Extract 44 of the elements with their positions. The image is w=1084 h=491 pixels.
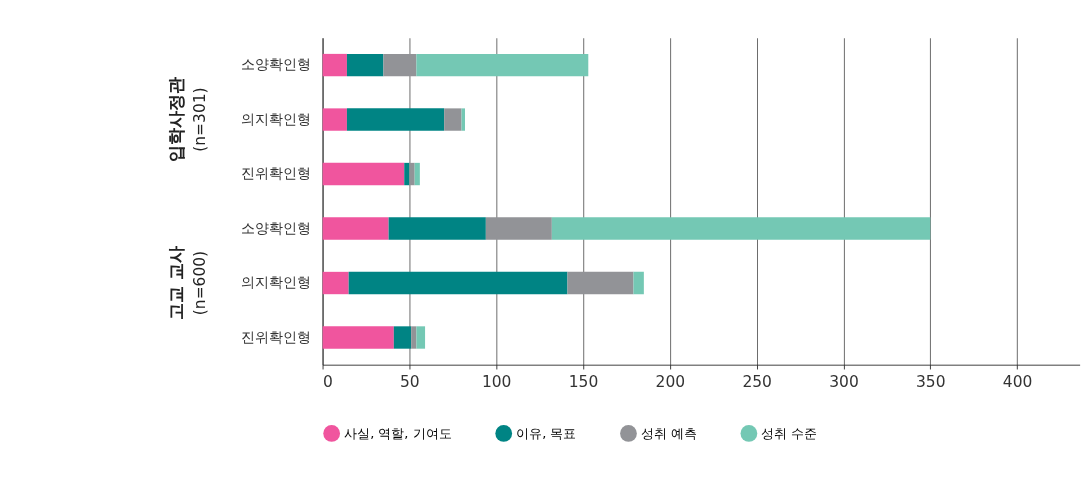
bar [414, 162, 420, 186]
bar [348, 271, 568, 295]
x-tick-label: 150 [568, 372, 599, 391]
bar [393, 326, 412, 349]
y-tick-label: 진위확인형 [241, 328, 311, 345]
x-tick-label: 50 [400, 372, 420, 391]
legend-label: 성취 수준 [761, 425, 818, 441]
bar [322, 162, 405, 186]
bar [346, 108, 445, 131]
x-tick-label: 300 [829, 372, 859, 391]
bar [383, 53, 417, 77]
x-tick-label: 350 [916, 372, 946, 391]
bar [551, 217, 931, 240]
bar [416, 326, 426, 349]
x-tick-label: 100 [481, 372, 512, 391]
bar [404, 162, 410, 186]
y-tick-label: 소양확인형 [241, 56, 311, 73]
bar [346, 53, 384, 77]
text: 입학사정관 (n=301) [165, 77, 209, 163]
y-tick-label: 의지확인형 [241, 110, 311, 127]
bar [633, 271, 644, 295]
bar [416, 53, 589, 77]
y-tick-label: 소양확인형 [241, 219, 311, 236]
bar [485, 217, 552, 240]
x-tick-label: 0 [323, 372, 333, 391]
bar [444, 108, 462, 131]
bar [322, 108, 347, 131]
x-tick-label: 250 [742, 372, 772, 391]
bar [388, 217, 486, 240]
y-tick-label: 진위확인형 [241, 165, 311, 182]
bar [411, 326, 417, 349]
y-tick-label: 의지확인형 [241, 274, 311, 291]
bar [322, 271, 349, 295]
x-tick-label: 400 [1002, 372, 1033, 391]
x-tick-label: 200 [655, 372, 686, 391]
legend-label: 사실, 역할, 기여도 [344, 425, 452, 441]
bar [409, 162, 415, 186]
legend-label: 이유, 목표 [516, 425, 577, 441]
bar [322, 53, 347, 77]
legend-label: 성취 예측 [640, 425, 698, 441]
bar [567, 271, 634, 295]
bar [322, 217, 389, 240]
text: 고교 교사 (n=600) [165, 246, 209, 321]
bar [322, 326, 394, 349]
